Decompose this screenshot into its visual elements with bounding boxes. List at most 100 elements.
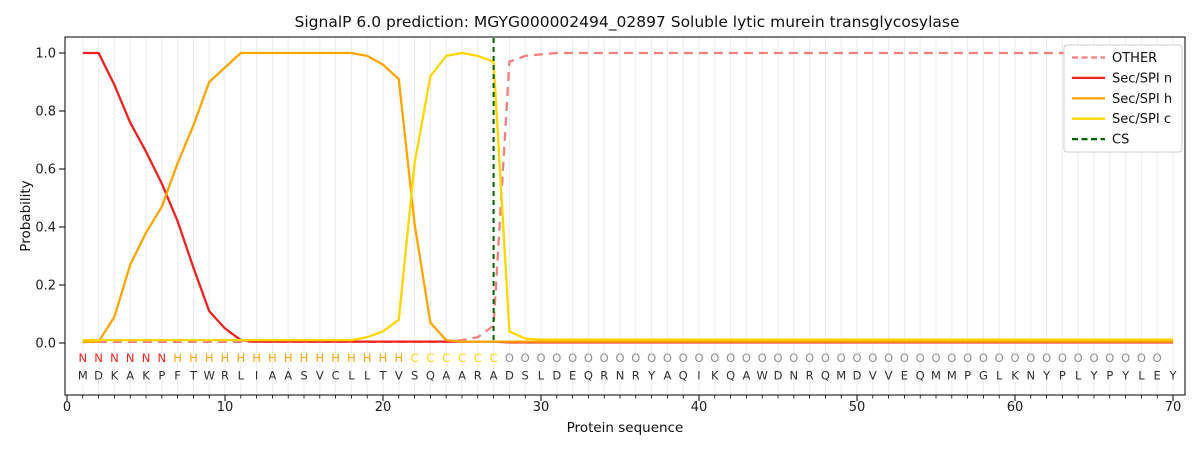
residue-letter: Y (1089, 369, 1098, 383)
residue-letter: N (789, 369, 798, 383)
y-tick-label: 0.4 (35, 221, 56, 236)
x-tick-label: 50 (849, 400, 866, 415)
residue-letter: V (869, 369, 877, 383)
curve-sec-spi-c (82, 51, 1173, 342)
region-letter: O (852, 351, 861, 365)
legend-item-sec-spi-n: Sec/SPI n (1072, 71, 1172, 86)
residue-letter: K (111, 369, 119, 383)
legend-label: Sec/SPI n (1112, 71, 1172, 86)
region-letter: O (505, 351, 514, 365)
region-letter: N (94, 351, 103, 365)
residue-letter: A (490, 369, 498, 383)
residue-letter: Y (1121, 369, 1130, 383)
residue-letter: P (1106, 369, 1113, 383)
residue-letter: Y (1168, 369, 1177, 383)
region-letter: O (1137, 351, 1146, 365)
residue-letter: R (632, 369, 640, 383)
region-letter: O (963, 351, 972, 365)
residue-letter: D (552, 369, 561, 383)
region-letter: H (268, 351, 277, 365)
region-letter: O (758, 351, 767, 365)
y-tick-label: 0.8 (35, 105, 56, 120)
region-letter: H (221, 351, 230, 365)
region-letter: H (300, 351, 309, 365)
curve-other (82, 51, 1173, 343)
region-letter: O (805, 351, 814, 365)
region-letter: O (1089, 351, 1098, 365)
region-letter: O (600, 351, 609, 365)
residue-letter: K (142, 369, 150, 383)
region-letter: O (821, 351, 830, 365)
region-letter: O (568, 351, 577, 365)
region-letter: O (773, 351, 782, 365)
residue-letter: Q (426, 369, 435, 383)
residue-letter: T (378, 369, 387, 383)
residue-letter: R (600, 369, 608, 383)
probability-curves (82, 38, 1173, 344)
residue-letter: F (174, 369, 181, 383)
region-letter: O (1074, 351, 1083, 365)
y-tick-label: 0.0 (35, 337, 56, 352)
residue-letter: R (806, 369, 814, 383)
region-letter: O (1121, 351, 1130, 365)
residue-letter: L (238, 369, 245, 383)
residue-letter: M (947, 369, 957, 383)
region-letter: O (615, 351, 624, 365)
residue-letter: P (1059, 369, 1066, 383)
region-letter: H (347, 351, 356, 365)
residue-letter: A (284, 369, 292, 383)
region-letter: O (884, 351, 893, 365)
x-tick-label: 70 (1165, 400, 1182, 415)
region-letter: H (252, 351, 261, 365)
x-tick-label: 0 (63, 400, 71, 415)
residue-letter: K (1011, 369, 1019, 383)
residue-letter: G (979, 369, 988, 383)
residue-letter: Q (726, 369, 735, 383)
residue-letter: S (411, 369, 418, 383)
legend-item-other: OTHER (1072, 51, 1157, 66)
residue-letter: A (126, 369, 134, 383)
legend-label: CS (1112, 133, 1129, 148)
region-letter: C (442, 351, 450, 365)
residue-letter: M (78, 369, 88, 383)
region-letter: O (552, 351, 561, 365)
residue-letter: P (158, 369, 165, 383)
region-letter: H (394, 351, 403, 365)
residue-letter: L (1138, 369, 1145, 383)
region-letter: O (979, 351, 988, 365)
y-tick-label: 0.2 (35, 279, 56, 294)
region-letter: N (78, 351, 87, 365)
region-letter: O (916, 351, 925, 365)
region-letter: O (647, 351, 656, 365)
region-letter: N (157, 351, 166, 365)
x-tick-label: 20 (375, 400, 392, 415)
region-letter: H (284, 351, 293, 365)
curve-sec-spi-n (82, 51, 1173, 344)
residue-letter: S (300, 369, 307, 383)
region-letter: O (521, 351, 530, 365)
legend-label: OTHER (1112, 51, 1157, 66)
region-letter: O (1058, 351, 1067, 365)
residue-letter: A (663, 369, 671, 383)
residue-letter: Q (916, 369, 925, 383)
region-letter: O (742, 351, 751, 365)
residue-letter: V (885, 369, 893, 383)
region-letter: H (189, 351, 198, 365)
region-letter: N (142, 351, 151, 365)
residue-letter: A (268, 369, 276, 383)
region-letter: C (474, 351, 482, 365)
residue-letter: Q (679, 369, 688, 383)
region-letter: N (110, 351, 119, 365)
region-letter: O (1153, 351, 1162, 365)
legend-box (1063, 44, 1183, 153)
residue-letter: E (569, 369, 576, 383)
residue-letter: D (774, 369, 783, 383)
legend-label: Sec/SPI h (1112, 92, 1172, 107)
region-letter: O (947, 351, 956, 365)
region-letter: H (331, 351, 340, 365)
residue-letter: L (348, 369, 355, 383)
residue-letter: D (94, 369, 103, 383)
residue-letter: T (189, 369, 198, 383)
residue-letter: R (474, 369, 482, 383)
